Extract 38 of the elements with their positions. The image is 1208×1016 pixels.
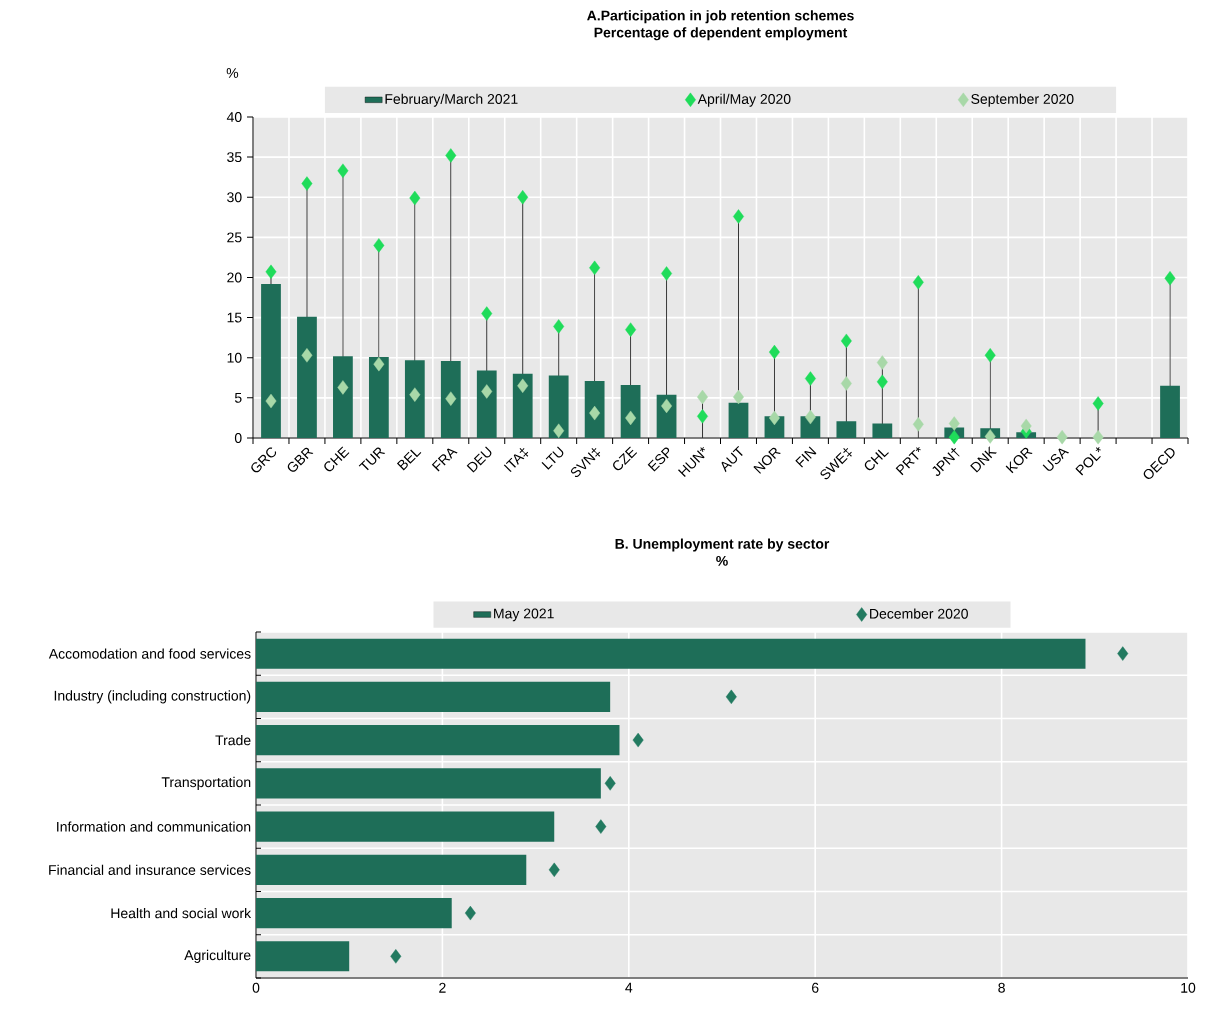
x-tick-label: BEL (396, 449, 422, 471)
x-tick-label: CHL (864, 449, 889, 471)
legend-label: April/May 2020 (697, 93, 791, 107)
x-tick-label: 4 (625, 982, 633, 993)
y-tick-label: 15 (227, 312, 242, 323)
chart-title: A.Participation in job retention schemes (587, 10, 854, 24)
y-tick-label: Financial and insurance services (49, 864, 251, 876)
y-tick-label: 40 (226, 112, 242, 122)
x-tick-label: USA (1042, 448, 1070, 471)
y-tick-label: 0 (234, 433, 242, 443)
y-tick-label: 20 (227, 272, 242, 283)
y-axis-title: % (226, 68, 239, 78)
x-tick-label: 8 (998, 982, 1005, 993)
legend-label: September 2020 (971, 93, 1074, 107)
chart-title: B. Unemployment rate by sector (615, 538, 830, 552)
y-tick-label: Health and social work (111, 907, 252, 919)
y-tick-label: Industry (including construction) (54, 690, 251, 704)
y-tick-label: Accomodation and food services (48, 648, 251, 659)
y-tick-label: Transportation (161, 776, 251, 790)
x-tick-label: 10 (1181, 982, 1196, 993)
y-tick-label: 5 (234, 392, 242, 403)
x-tick-label: 6 (812, 982, 819, 993)
y-tick-label: 30 (227, 192, 242, 203)
y-tick-label: Information and communication (57, 821, 251, 832)
chart-subtitle: Percentage of dependent employment (594, 27, 848, 41)
legend-label: December 2020 (870, 608, 968, 619)
x-tick-label: 2 (439, 982, 446, 993)
y-tick-label: Trade (215, 734, 251, 746)
legend-label: May 2021 (494, 608, 554, 622)
y-tick-label: Agriculture (184, 949, 251, 963)
y-tick-label: 25 (227, 232, 242, 243)
x-tick-label: 0 (252, 982, 260, 993)
legend-label: February/March 2021 (385, 93, 518, 107)
y-tick-label: 35 (227, 152, 242, 163)
chart-subtitle: % (716, 555, 728, 566)
x-tick-label: FIN (795, 446, 817, 468)
x-tick-label: TUR (358, 447, 386, 471)
y-tick-label: 10 (227, 352, 242, 363)
